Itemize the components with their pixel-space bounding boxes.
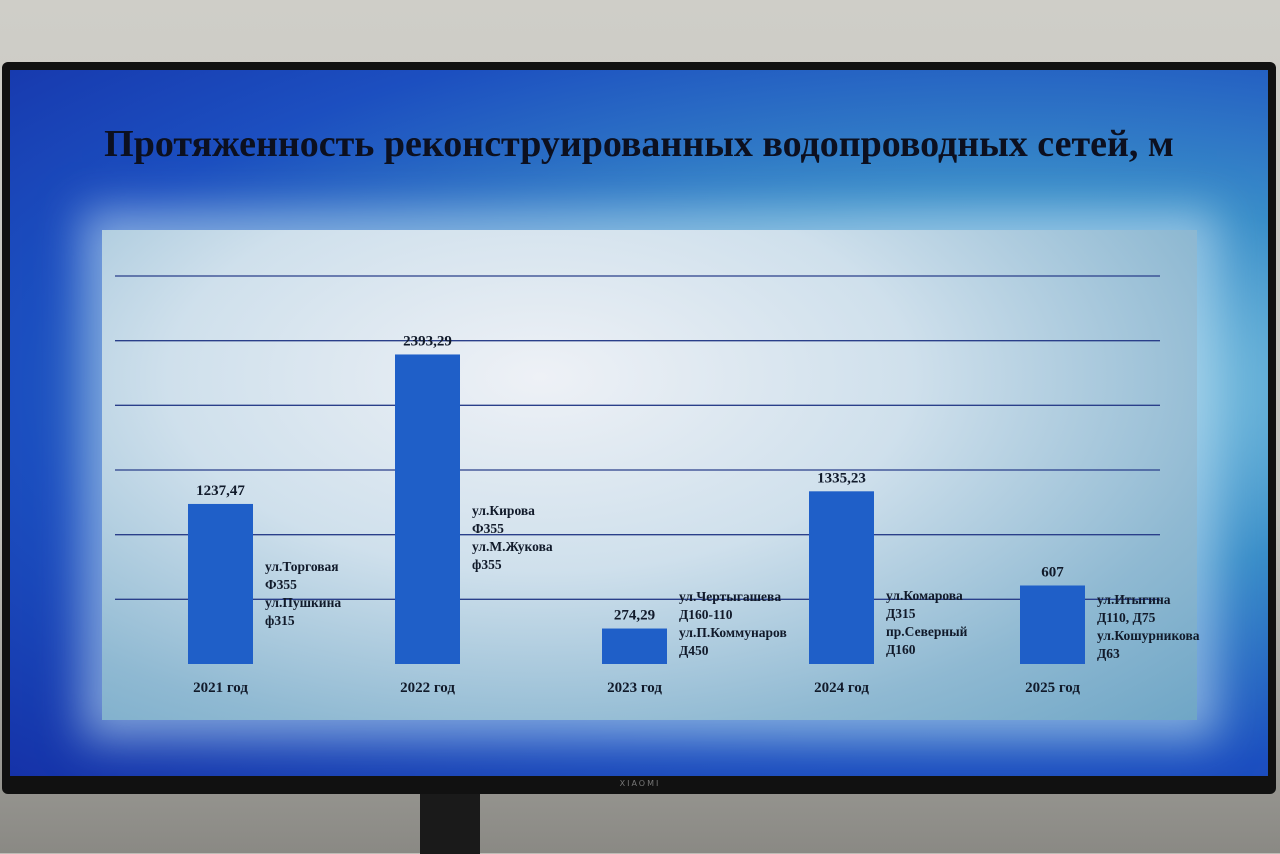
category-label: 2023 год (607, 680, 662, 696)
bar (602, 628, 667, 664)
monitor-stand (420, 794, 480, 854)
category-label: 2021 год (193, 680, 248, 696)
data-label: 274,29 (614, 608, 655, 624)
bar-annotation: ул.М.Жукова (472, 539, 553, 554)
bar-annotation: Ф355 (472, 521, 504, 536)
bar (395, 354, 460, 664)
bar-annotation: ф355 (472, 557, 502, 572)
bar-annotation: ул.Кирова (472, 503, 535, 518)
bar-annotation: Д450 (679, 643, 709, 658)
bar-annotation: ул.П.Коммунаров (679, 625, 787, 640)
bar-annotation: ул.Итыгина (1097, 592, 1171, 607)
bar-annotation: Д160-110 (679, 607, 733, 622)
bar (1020, 585, 1085, 664)
bar (188, 503, 253, 664)
bar-annotation: Д160 (886, 642, 916, 657)
bar-annotation: Д110, Д75 (1097, 610, 1156, 625)
bar-annotation: пр.Северный (886, 624, 968, 639)
bar-annotation: ул.Торговая (265, 559, 339, 574)
category-label: 2022 год (400, 680, 455, 696)
data-label: 1335,23 (817, 470, 866, 486)
data-label: 1237,47 (196, 483, 245, 499)
monitor-brand: XIAOMI (619, 779, 661, 788)
bar-annotation: ул.Кошурникова (1097, 628, 1200, 643)
data-label: 2393,29 (403, 333, 452, 349)
bar-annotation: Д315 (886, 606, 916, 621)
chart-title: Протяженность реконструированных водопро… (104, 123, 1174, 165)
data-label: 607 (1041, 564, 1064, 580)
bar-annotation: Д63 (1097, 646, 1120, 661)
bar-annotation: ул.Комарова (886, 588, 963, 603)
bar-annotation: ул.Чертыгашева (679, 589, 781, 604)
category-label: 2024 год (814, 680, 869, 696)
bar-annotation: ф315 (265, 613, 295, 628)
category-label: 2025 год (1025, 680, 1080, 696)
bar-annotation: ул.Пушкина (265, 595, 341, 610)
bar (809, 491, 874, 664)
bar-annotation: Ф355 (265, 577, 297, 592)
